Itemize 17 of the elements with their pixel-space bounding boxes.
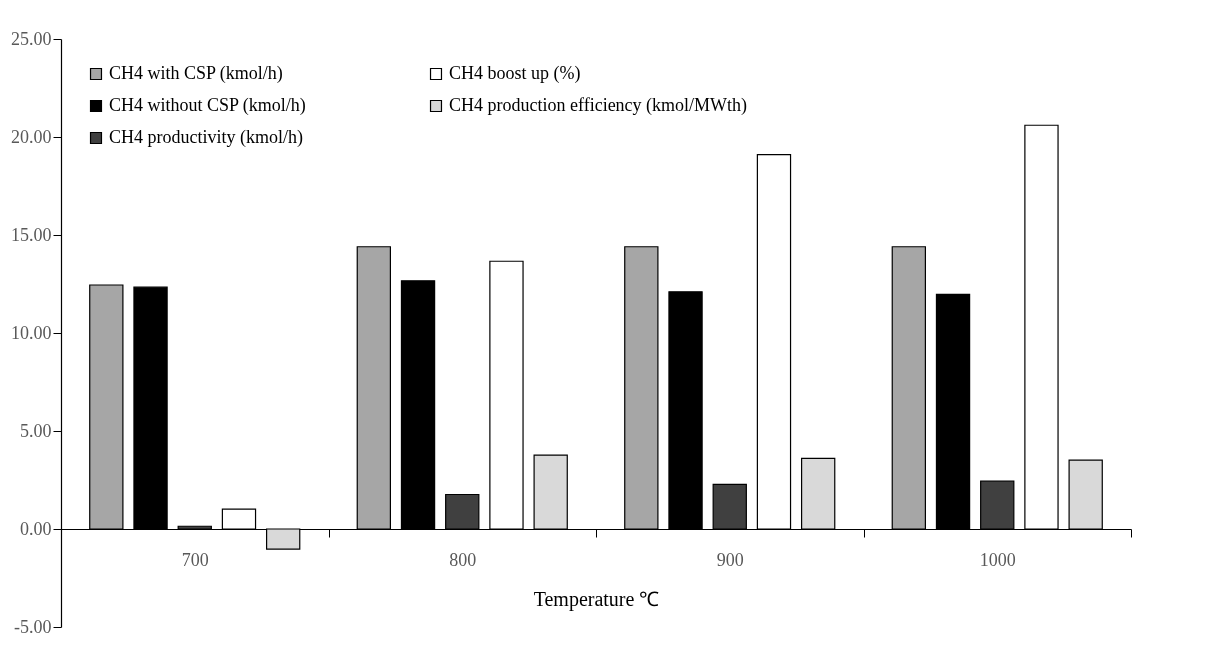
x-tick-label: 1000 [979,549,1016,570]
legend-label: CH4 with CSP (kmol/h) [109,63,283,84]
y-tick-label: 25.00 [11,28,52,49]
y-tick-label: 20.00 [11,126,52,147]
x-tick-label: 700 [181,549,209,570]
x-axis-title: Temperature ℃ [533,587,660,611]
x-tick-label: 900 [716,549,744,570]
y-tick-label: 5.00 [20,420,52,441]
y-tick-label: 15.00 [11,224,52,245]
y-tick-label: -5.00 [14,616,52,637]
legend-label: CH4 without CSP (kmol/h) [109,95,306,116]
legend-label: CH4 productivity (kmol/h) [109,127,303,148]
x-tick-label: 800 [449,549,477,570]
y-tick-label: 0.00 [20,518,52,539]
legend-label: CH4 production efficiency (kmol/MWth) [449,95,748,116]
legend-label: CH4 boost up (%) [449,63,581,84]
y-tick-label: 10.00 [11,322,52,343]
